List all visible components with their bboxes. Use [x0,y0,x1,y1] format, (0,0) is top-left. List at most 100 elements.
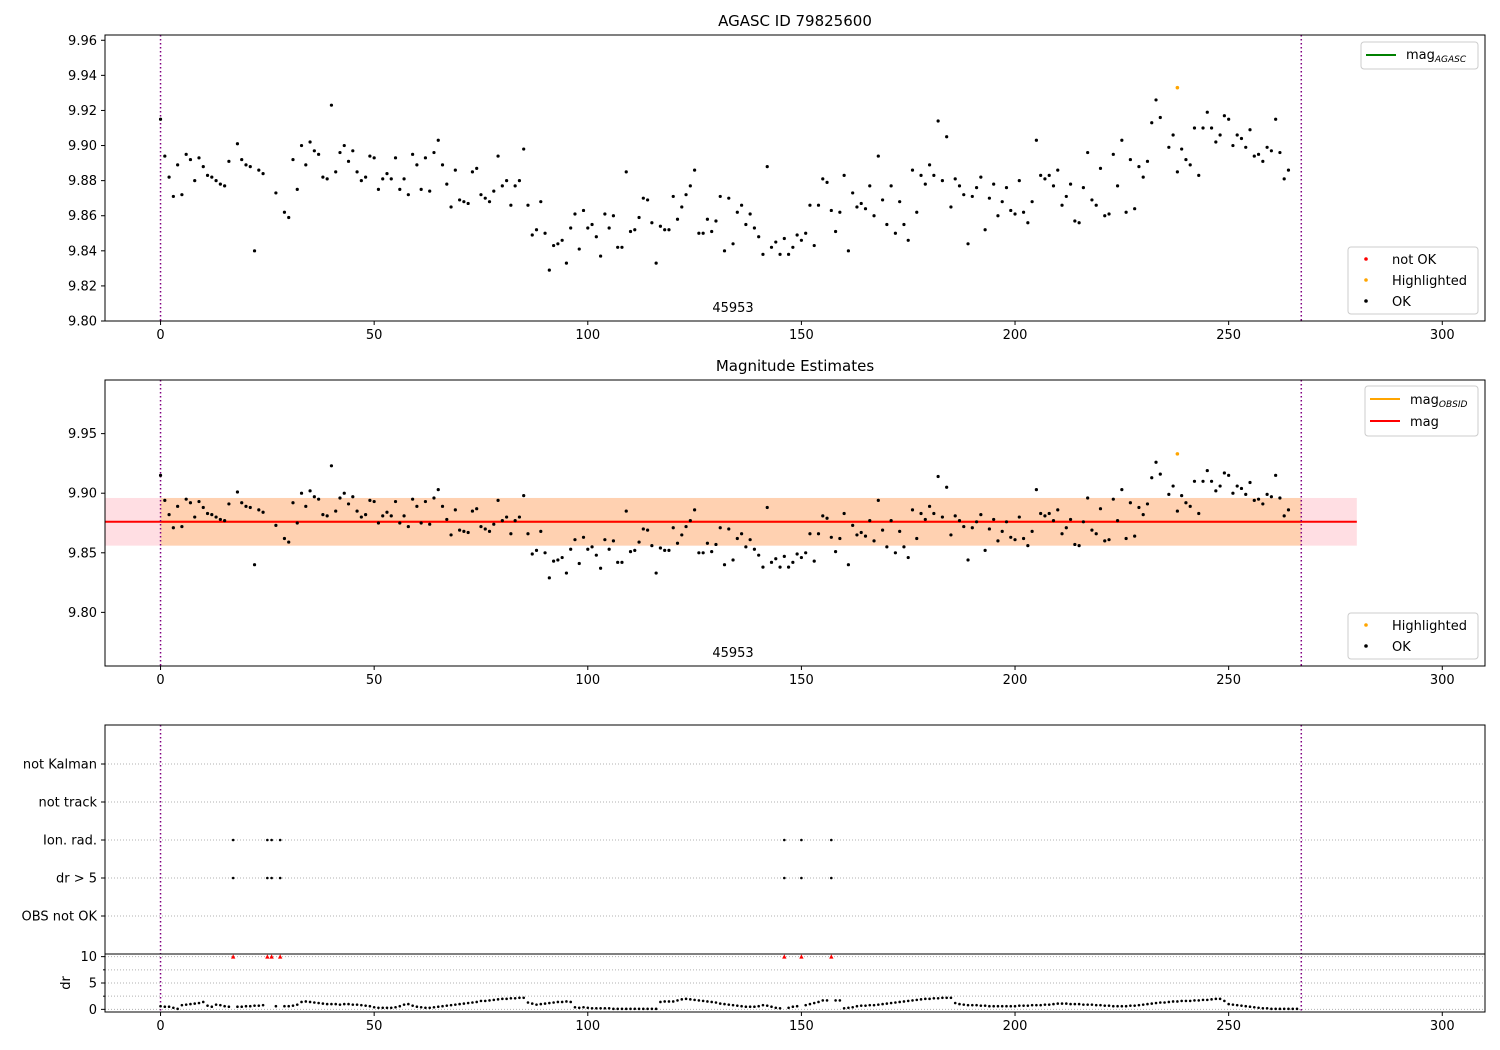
p2-ytick-label: 9.80 [68,606,97,621]
p3-dr-point [257,1004,261,1007]
p1-ok-point [1030,200,1034,204]
p2-ok-point [543,551,547,555]
p3-dr-point [176,1007,179,1011]
p2-ok-point [1261,502,1265,506]
p2-ok-point [607,547,611,551]
p2-ok-point [1227,473,1231,477]
p3-dr-point [355,1003,359,1006]
p3-dr-point [291,1004,295,1007]
p2-ytick-label: 9.95 [68,427,97,442]
p3-dr-point [765,1004,769,1007]
p2-ok-point [624,509,628,513]
p3-dr-point [488,999,491,1002]
p2-xtick-label: 150 [789,673,814,688]
p2-ok-point [782,554,786,558]
p3-dr-point [543,1002,547,1005]
p1-ok-point [1197,173,1201,177]
p3-dr-point [607,1007,611,1010]
p2-ok-point [385,510,389,514]
p1-ok-point [287,215,291,220]
p2-ok-point [235,490,240,494]
p3-dr-point [454,1003,457,1006]
p3-dr-point [740,1004,743,1008]
p3-dr-point [1129,1004,1132,1007]
p1-ok-point [176,163,180,167]
p2-ok-point [163,498,167,502]
p1-ok-point [188,157,193,162]
p1-ok-point [312,149,316,153]
p3-xtick-label: 150 [789,1019,814,1034]
p1-ok-point [205,173,210,177]
p1-ok-point [842,173,846,177]
p2-ok-point [650,544,654,548]
p2-ok-point [223,519,227,523]
p1-ok-point [1128,157,1132,162]
p3-dr-point [1047,1003,1051,1006]
p3-dr-point [663,1000,666,1003]
p3-dr-point [509,996,513,1000]
p2-ok-point [1103,539,1107,543]
p3-dr-point [979,1004,983,1007]
p1-ok-point [261,172,265,176]
p2-ok-point [1128,501,1132,505]
p2-legend-ok-swatch [1364,644,1368,648]
p1-ok-point [838,210,842,214]
p2-ok-point [710,550,714,554]
p3-dr-point [971,1003,974,1007]
p1-ok-point [1265,145,1269,149]
p3-flag-point [266,876,269,880]
p2-ok-point [1209,479,1214,483]
p3-dr-point [210,1005,214,1009]
p3-dr-point [458,1002,461,1006]
p2-ok-point [833,550,838,554]
p1-ok-point [526,203,530,207]
p3-dr-point [492,998,496,1002]
p3-dr-point [535,1003,538,1006]
p1-ok-point [1111,152,1115,156]
p1-ok-point [487,200,492,204]
p1-ok-point [855,205,859,209]
p3-dr-point [1022,1004,1025,1007]
p2-ok-point [825,516,829,520]
p1-legend-mag-agasc-label: magAGASC [1406,48,1467,65]
p3-dr-point [885,1002,889,1005]
p2-ok-point [244,504,248,508]
p1-legend-points: not OK Highlighted OK [1347,246,1479,315]
p3-dr-point [1227,1002,1230,1006]
p2-ok-point [949,533,953,537]
p1-ok-point [829,208,833,213]
p2-ok-point [885,545,889,549]
p2-ok-point [671,526,675,530]
p2-ok-point [466,530,470,535]
p2-ok-point [761,565,765,569]
p2-ok-point [970,526,974,530]
p3-dr-point [1146,1002,1149,1006]
p2-ok-point [842,511,846,516]
p1-ok-point [646,198,650,202]
p2-ok-point [910,508,915,512]
p2-ok-point [560,555,564,560]
p2-ok-point [1098,507,1103,511]
p3-dr-point [1295,1007,1299,1011]
p2-ok-point [804,551,808,555]
p3-dr-point [697,999,701,1002]
p2-ok-point [342,491,346,495]
p3-dr-point [1073,1002,1077,1006]
p2-ok-point [932,511,936,516]
p3-flag-point [800,876,803,880]
p3-dr-point [441,1004,444,1008]
p1-ok-point [321,175,325,179]
p2-ok-point [376,521,381,525]
p3-dr-point [898,1000,901,1004]
p1-ok-point [906,238,910,242]
p3-frame [104,724,1486,1013]
p3-dr-point [1009,1004,1013,1008]
p1-ytick-label: 9.92 [68,104,97,119]
p2-ok-point [346,502,351,506]
p3-dr-point [616,1007,619,1011]
p2-ok-point [846,563,851,567]
p2-ok-point [1000,529,1004,533]
p1-ok-point [654,261,658,265]
p2-ok-point [573,538,577,542]
